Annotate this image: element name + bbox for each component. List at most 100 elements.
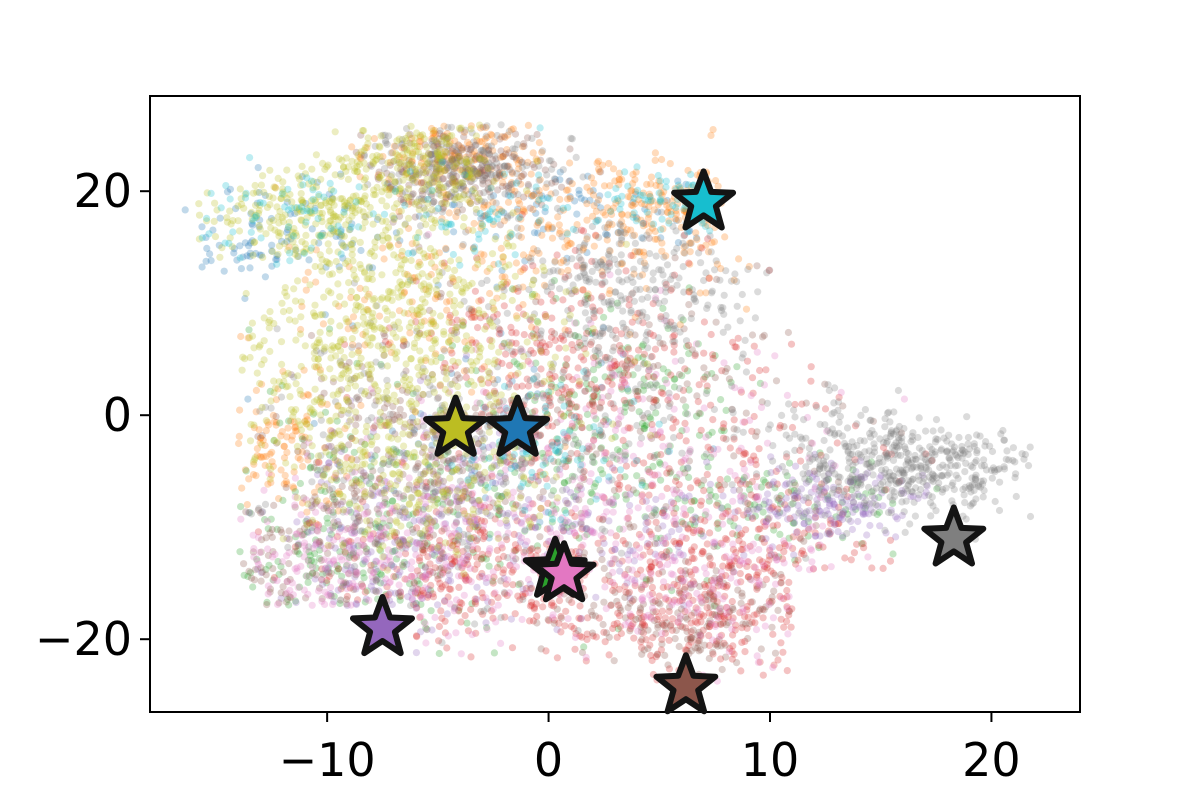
- scatter-point: [280, 442, 288, 451]
- scatter-point: [321, 588, 329, 596]
- scatter-point: [252, 408, 260, 416]
- scatter-point: [492, 232, 500, 241]
- scatter-point: [243, 501, 251, 509]
- scatter-point: [347, 294, 355, 302]
- scatter-point: [447, 346, 455, 354]
- scatter-point: [769, 663, 777, 672]
- scatter-point: [614, 229, 623, 237]
- scatter-point: [428, 135, 436, 143]
- scatter-point: [864, 553, 872, 561]
- scatter-point: [709, 126, 717, 134]
- scatter-point: [599, 256, 607, 264]
- scatter-point: [653, 451, 661, 459]
- scatter-point: [783, 450, 791, 458]
- scatter-point: [524, 190, 532, 198]
- scatter-point: [714, 182, 722, 190]
- scatter-point: [457, 144, 466, 152]
- scatter-point: [566, 193, 574, 201]
- scatter-point: [368, 264, 377, 272]
- scatter-point: [638, 199, 646, 208]
- scatter-point: [637, 533, 645, 541]
- scatter-point: [240, 560, 248, 568]
- scatter-point: [486, 289, 494, 298]
- scatter-point: [434, 601, 442, 609]
- scatter-point: [312, 520, 320, 528]
- scatter-point: [399, 459, 407, 467]
- scatter-point: [447, 577, 455, 585]
- scatter-point: [330, 473, 339, 481]
- scatter-point: [584, 172, 592, 180]
- scatter-point: [473, 170, 481, 178]
- scatter-point: [396, 449, 404, 457]
- scatter-point: [299, 462, 307, 470]
- scatter-point: [564, 266, 572, 274]
- scatter-point: [530, 603, 539, 612]
- scatter-point: [854, 478, 862, 487]
- scatter-point: [257, 577, 265, 585]
- scatter-point: [481, 494, 490, 502]
- scatter-point: [257, 434, 265, 442]
- scatter-point: [617, 251, 625, 259]
- scatter-point: [617, 381, 625, 389]
- scatter-point: [406, 580, 414, 588]
- scatter-point: [368, 485, 377, 493]
- scatter-point: [624, 193, 632, 201]
- scatter-point: [529, 205, 537, 214]
- scatter-point: [291, 597, 300, 605]
- scatter-point: [812, 403, 821, 411]
- scatter-point: [605, 651, 613, 659]
- scatter-point: [595, 165, 603, 173]
- scatter-point: [312, 540, 320, 548]
- scatter-point: [574, 343, 582, 351]
- scatter-point: [325, 500, 333, 508]
- scatter-point: [682, 403, 690, 411]
- scatter-point: [331, 456, 339, 464]
- scatter-point: [438, 215, 446, 223]
- scatter-point: [259, 436, 267, 444]
- scatter-point: [435, 249, 443, 257]
- scatter-point: [535, 139, 544, 147]
- scatter-point: [600, 182, 609, 190]
- scatter-point: [686, 248, 694, 256]
- scatter-point: [1012, 492, 1020, 501]
- scatter-point: [248, 237, 256, 245]
- scatter-point: [758, 535, 766, 543]
- scatter-point: [448, 147, 456, 155]
- scatter-point: [467, 653, 475, 661]
- scatter-point: [508, 644, 517, 652]
- scatter-point: [402, 449, 411, 458]
- scatter-point: [281, 471, 289, 480]
- scatter-point: [760, 331, 768, 339]
- scatter-point: [252, 249, 260, 258]
- scatter-point: [440, 132, 448, 140]
- scatter-point: [709, 538, 717, 547]
- scatter-point: [717, 581, 725, 589]
- scatter-point: [536, 176, 544, 184]
- scatter-point: [289, 483, 297, 491]
- scatter-point: [563, 254, 571, 262]
- scatter-point: [408, 558, 416, 566]
- scatter-point: [319, 229, 327, 238]
- scatter-point: [638, 234, 646, 242]
- scatter-point: [448, 201, 457, 209]
- scatter-point: [468, 471, 476, 479]
- scatter-point: [646, 591, 654, 599]
- scatter-point: [362, 555, 370, 563]
- scatter-point: [631, 200, 639, 208]
- scatter-point: [500, 217, 508, 225]
- scatter-point: [519, 266, 527, 274]
- scatter-point: [532, 200, 541, 208]
- scatter-point: [603, 204, 612, 212]
- scatter-point: [716, 633, 724, 641]
- scatter-point: [665, 203, 673, 212]
- scatter-point: [788, 423, 797, 432]
- scatter-point: [665, 402, 673, 410]
- scatter-point: [833, 439, 841, 447]
- scatter-point: [719, 520, 727, 528]
- scatter-point: [455, 152, 463, 160]
- scatter-point: [268, 247, 276, 255]
- scatter-point: [620, 426, 628, 435]
- scatter-point: [322, 263, 330, 271]
- scatter-point: [315, 459, 323, 467]
- scatter-point: [450, 201, 458, 209]
